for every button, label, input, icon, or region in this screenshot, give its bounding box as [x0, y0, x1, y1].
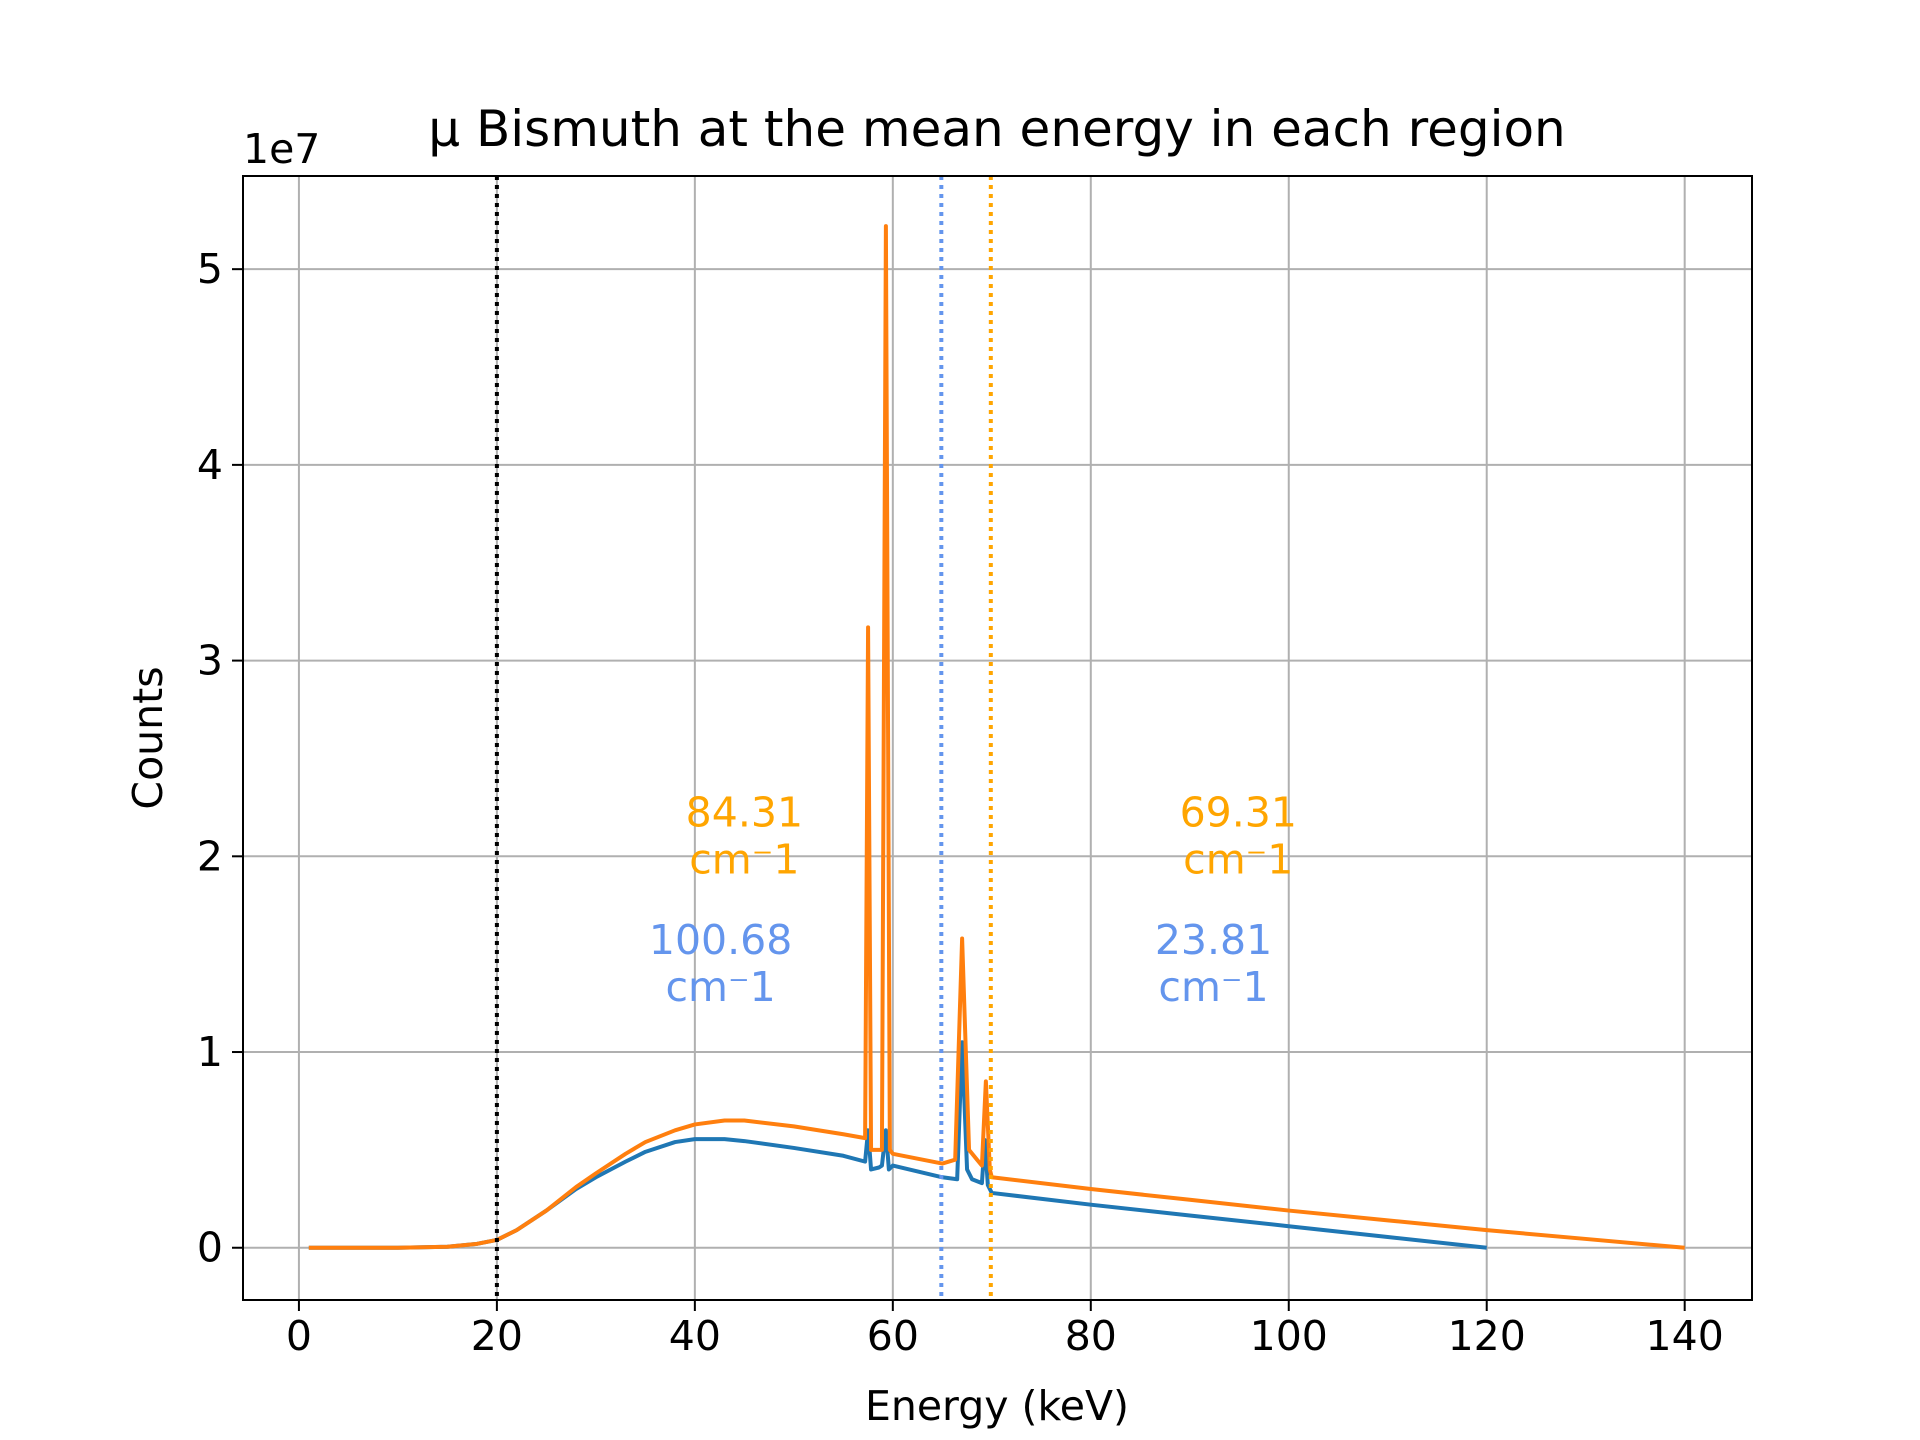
y-offset-label: 1e7 [243, 125, 320, 173]
y-tick-label: 5 [197, 245, 223, 293]
x-tick-label: 140 [1646, 1312, 1724, 1360]
y-tick-label: 1 [197, 1028, 223, 1076]
y-tick-label: 0 [197, 1224, 223, 1272]
series-line [308, 224, 1685, 1250]
annotation: 84.31 [686, 789, 803, 837]
y-tick-label: 2 [197, 832, 223, 880]
plot-frame [242, 175, 1753, 1301]
y-axis-label: Counts [124, 666, 172, 809]
y-tick-label: 3 [197, 637, 223, 685]
x-tick-label: 0 [286, 1312, 312, 1360]
annotation: 23.81 [1155, 916, 1272, 964]
x-tick-label: 100 [1250, 1312, 1328, 1360]
x-tick-label: 80 [1065, 1312, 1117, 1360]
x-tick-label: 60 [867, 1312, 919, 1360]
chart-title: μ Bismuth at the mean energy in each reg… [428, 100, 1566, 158]
annotation: 69.31 [1180, 789, 1297, 837]
x-tick-label: 120 [1448, 1312, 1526, 1360]
annotation: cm⁻1 [665, 963, 775, 1011]
annotation: 100.68 [649, 916, 792, 964]
series-line [308, 1040, 1487, 1250]
annotation: cm⁻1 [689, 836, 799, 884]
annotation: cm⁻1 [1158, 963, 1268, 1011]
x-tick-label: 20 [471, 1312, 523, 1360]
annotation: cm⁻1 [1183, 836, 1293, 884]
y-tick-label: 4 [197, 441, 223, 489]
x-axis-label: Energy (keV) [865, 1382, 1129, 1430]
x-tick-label: 40 [669, 1312, 721, 1360]
